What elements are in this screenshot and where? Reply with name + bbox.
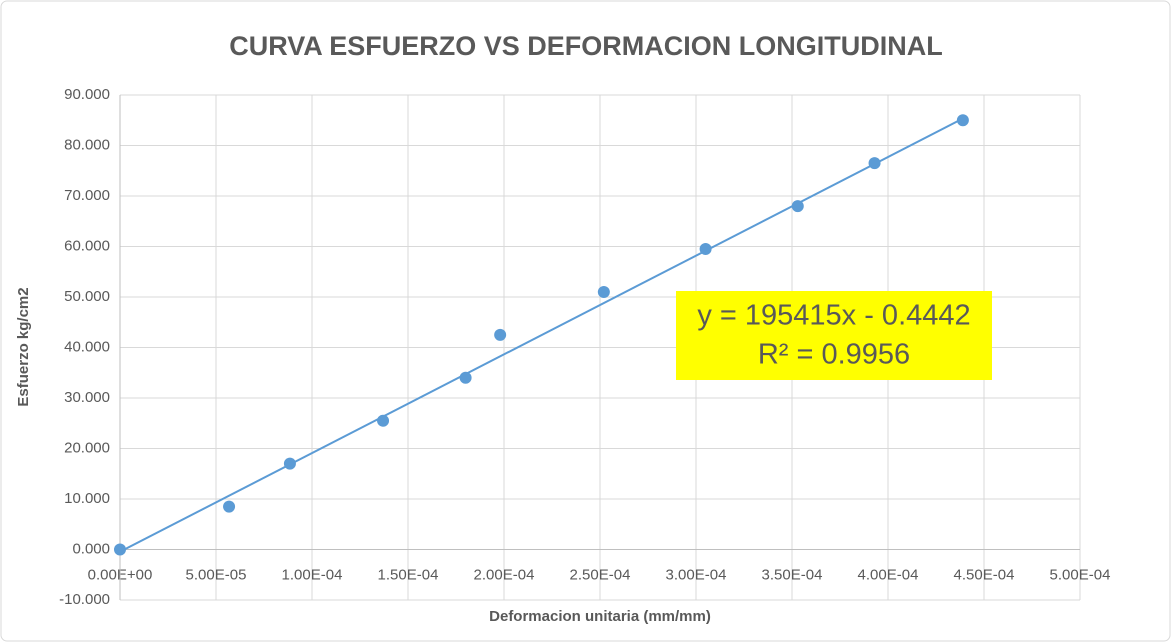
y-tick-label: 90.000 xyxy=(64,86,110,103)
data-point xyxy=(868,157,881,170)
trendline xyxy=(119,117,964,553)
x-tick-label: 5.00E-04 xyxy=(1050,566,1111,583)
y-axis-label: Esfuerzo kg/cm2 xyxy=(15,287,32,406)
chart-title: CURVA ESFUERZO VS DEFORMACION LONGITUDIN… xyxy=(229,31,943,61)
annotation-box xyxy=(676,291,992,380)
x-axis-label: Deformacion unitaria (mm/mm) xyxy=(489,608,711,625)
data-point xyxy=(459,371,472,384)
data-point xyxy=(791,200,804,213)
y-tick-label: 60.000 xyxy=(64,237,110,254)
y-tick-label: 20.000 xyxy=(64,439,110,456)
x-tick-label: 5.00E-05 xyxy=(186,566,247,583)
x-tick-label: 1.00E-04 xyxy=(282,566,343,583)
y-tick-label: 50.000 xyxy=(64,288,110,305)
x-tick-label: 3.50E-04 xyxy=(762,566,823,583)
data-point xyxy=(597,285,610,298)
data-point xyxy=(223,500,236,513)
data-point xyxy=(494,328,507,341)
data-point xyxy=(699,243,712,256)
data-point xyxy=(283,457,296,470)
y-tick-label: 80.000 xyxy=(64,136,110,153)
y-tick-label: 40.000 xyxy=(64,338,110,355)
x-tick-label: 1.50E-04 xyxy=(378,566,439,583)
y-tick-label: 30.000 xyxy=(64,389,110,406)
data-point xyxy=(377,414,390,427)
x-tick-label: 2.50E-04 xyxy=(570,566,631,583)
y-tick-label: 10.000 xyxy=(64,490,110,507)
y-tick-label: -10.000 xyxy=(59,591,110,608)
annotation-equation: y = 195415x - 0.4442 xyxy=(697,300,970,332)
y-tick-label: 70.000 xyxy=(64,187,110,204)
y-tick-label: 0.000 xyxy=(72,540,110,557)
x-tick-label: 4.00E-04 xyxy=(858,566,919,583)
data-point xyxy=(956,114,969,127)
x-tick-label: 3.00E-04 xyxy=(666,566,727,583)
x-tick-label: 4.50E-04 xyxy=(954,566,1015,583)
x-tick-label: 2.00E-04 xyxy=(474,566,535,583)
annotation-r2: R² = 0.9956 xyxy=(758,339,910,371)
data-point xyxy=(114,543,126,556)
